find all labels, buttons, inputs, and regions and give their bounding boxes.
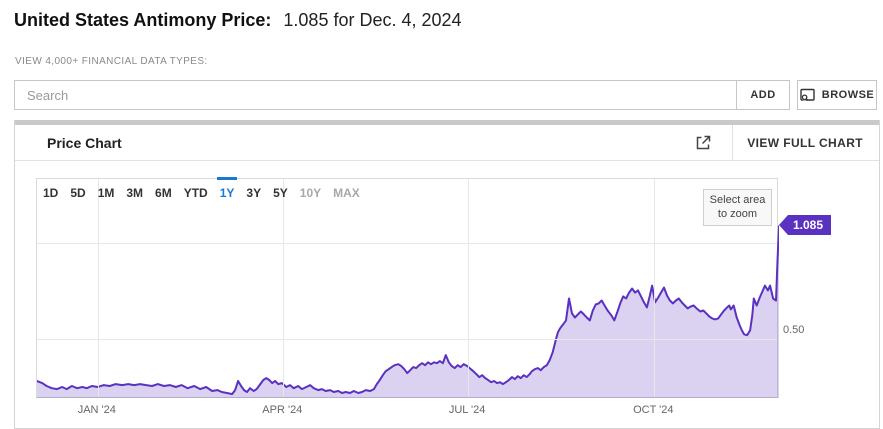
range-button-1d[interactable]: 1D — [43, 186, 59, 200]
y-axis-label: 0.50 — [783, 324, 805, 337]
range-button-6m[interactable]: 6M — [155, 186, 172, 200]
range-button-3y[interactable]: 3Y — [246, 186, 262, 200]
range-button-1y[interactable]: 1Y — [219, 186, 235, 200]
last-price-badge: 1.085 — [779, 215, 832, 235]
x-axis-label: OCT '24 — [633, 404, 674, 416]
range-button-5y[interactable]: 5Y — [273, 186, 288, 200]
zoom-hint-line1: Select area — [709, 194, 766, 206]
x-axis-label: JAN '24 — [77, 404, 116, 416]
panel-top-bar — [15, 120, 879, 125]
search-box: ADD — [14, 80, 790, 110]
price-chart-panel: Price Chart VIEW FULL CHART 1D 5D 1M 3M 6M YT… — [14, 120, 880, 429]
panel-header-actions: VIEW FULL CHART — [674, 125, 879, 160]
horizontal-gridline — [37, 242, 777, 244]
search-input[interactable] — [15, 81, 736, 109]
range-button-10y: 10Y — [299, 186, 322, 200]
add-button[interactable]: ADD — [736, 81, 789, 109]
browse-button[interactable]: BROWSE — [797, 80, 877, 110]
vertical-gridline — [97, 179, 99, 397]
range-button-max: MAX — [333, 186, 360, 200]
panel-header: Price Chart VIEW FULL CHART — [15, 125, 879, 161]
x-axis-label: JUL '24 — [448, 404, 486, 416]
horizontal-gridline — [37, 339, 777, 341]
browse-label: BROWSE — [821, 89, 875, 101]
vertical-gridline — [468, 179, 470, 397]
select-area-zoom-hint: Select area to zoom — [703, 189, 772, 226]
range-button-ytd[interactable]: YTD — [183, 186, 208, 200]
data-types-label: VIEW 4,000+ FINANCIAL DATA TYPES: — [15, 56, 208, 67]
vertical-gridline — [654, 179, 656, 397]
browse-icon — [800, 88, 816, 102]
zoom-hint-line2: to zoom — [717, 208, 758, 221]
page-title: United States Antimony Price: 1.085 for … — [14, 10, 462, 31]
plot-area[interactable] — [36, 178, 779, 398]
external-link-icon[interactable] — [674, 125, 732, 160]
search-row: ADD BROWSE — [14, 80, 877, 110]
panel-title: Price Chart — [47, 134, 122, 151]
vertical-gridline — [283, 179, 285, 397]
x-axis-label: APR '24 — [262, 404, 303, 416]
chart-body: 1D 5D 1M 3M 6M YTD 1Y 3Y 5Y 10Y MAX Select area to… — [15, 161, 879, 427]
header-divider — [732, 125, 734, 160]
price-area-chart — [37, 225, 779, 398]
range-button-5d[interactable]: 5D — [70, 186, 86, 200]
page-title-value: 1.085 for Dec. 4, 2024 — [283, 10, 462, 30]
range-buttons: 1D 5D 1M 3M 6M YTD 1Y 3Y 5Y 10Y MAX — [43, 185, 360, 201]
range-button-3m[interactable]: 3M — [126, 186, 144, 200]
view-full-chart-link[interactable]: VIEW FULL CHART — [747, 135, 863, 150]
page-title-name: United States Antimony Price: — [14, 10, 272, 30]
range-button-1m[interactable]: 1M — [97, 186, 115, 200]
